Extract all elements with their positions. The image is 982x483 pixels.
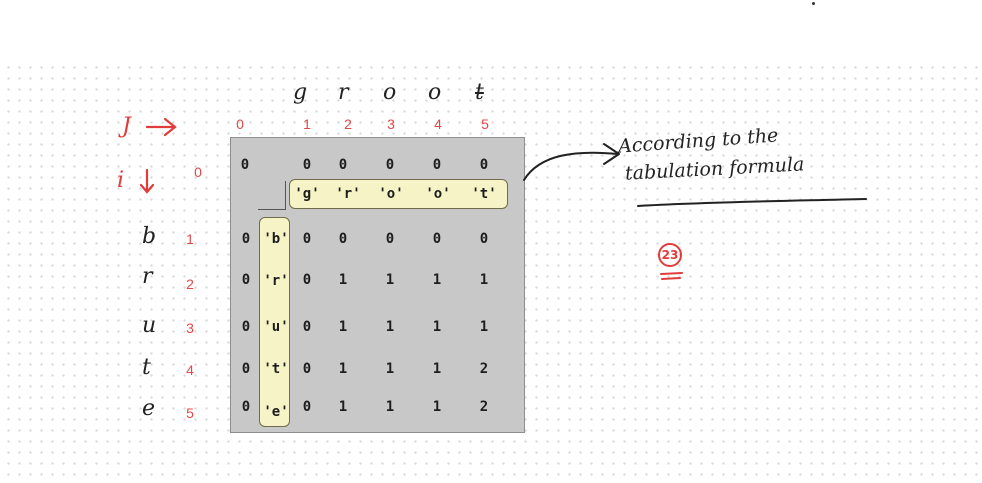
table-cell: 0 <box>385 157 395 173</box>
row-char: 'u' <box>263 319 289 335</box>
table-cell: 0 <box>385 231 395 247</box>
string-a-letter: r <box>338 80 349 105</box>
table-cell: 0 <box>302 319 312 335</box>
column-index: 0 <box>236 116 244 132</box>
table-cell: 0 <box>432 231 442 247</box>
row-char: 'e' <box>263 404 289 420</box>
row-chars-highlight <box>259 217 290 427</box>
column-char: 'r' <box>335 186 361 202</box>
string-a-letter: t <box>475 80 484 105</box>
column-index: 5 <box>481 116 489 132</box>
column-index: 2 <box>344 116 352 132</box>
column-char: 'g' <box>294 186 320 202</box>
table-cell: 0 <box>241 399 251 415</box>
column-char: 'o' <box>425 186 451 202</box>
table-cell: 0 <box>302 361 312 377</box>
table-cell: 0 <box>241 231 251 247</box>
row-char: 't' <box>263 361 289 377</box>
table-cell: 1 <box>385 361 395 377</box>
string-a-letter: o <box>428 80 442 105</box>
string-b-letter: b <box>142 224 157 249</box>
string-a-letter: g <box>293 80 308 105</box>
stray-dot <box>812 2 815 5</box>
string-a-letter: o <box>383 80 397 105</box>
table-cell: 0 <box>302 157 312 173</box>
row-index: 2 <box>186 276 194 292</box>
string-b-letter: r <box>142 264 153 289</box>
table-cell: 0 <box>432 157 442 173</box>
row-index: 3 <box>186 320 194 336</box>
table-cell: 1 <box>432 399 442 415</box>
table-cell: 1 <box>385 399 395 415</box>
table-corner-bracket <box>258 181 286 210</box>
table-cell: 0 <box>479 157 489 173</box>
row-index: 1 <box>186 231 194 247</box>
table-cell: 1 <box>432 319 442 335</box>
table-cell: 0 <box>302 231 312 247</box>
string-b-letter: u <box>142 313 157 338</box>
table-cell: 1 <box>432 272 442 288</box>
table-cell: 0 <box>338 231 348 247</box>
table-cell: 1 <box>338 361 348 377</box>
string-b-letter: t <box>142 355 151 380</box>
row-index: 0 <box>194 164 202 180</box>
table-cell: 0 <box>241 272 251 288</box>
column-index: 1 <box>303 116 311 132</box>
curved-arrow-icon <box>523 143 620 181</box>
table-cell: 0 <box>241 361 251 377</box>
column-char: 'o' <box>378 186 404 202</box>
string-b-letter: e <box>142 396 156 421</box>
table-cell: 1 <box>338 399 348 415</box>
table-cell: 1 <box>338 319 348 335</box>
table-cell: 0 <box>240 157 250 173</box>
table-cell: 2 <box>479 399 489 415</box>
table-cell: 0 <box>302 272 312 288</box>
row-index: 4 <box>186 362 194 378</box>
table-cell: 1 <box>385 319 395 335</box>
column-chars-highlight <box>289 179 508 209</box>
table-cell: 0 <box>241 319 251 335</box>
note-underline <box>637 198 867 207</box>
table-cell: 1 <box>432 361 442 377</box>
column-char: 't' <box>471 186 497 202</box>
table-cell: 1 <box>338 272 348 288</box>
row-char: 'b' <box>263 231 289 247</box>
table-cell: 1 <box>479 319 489 335</box>
column-index: 3 <box>387 116 395 132</box>
row-index: 5 <box>186 405 194 421</box>
row-char: 'r' <box>263 273 289 289</box>
i-arrow-icon <box>139 168 155 194</box>
table-cell: 0 <box>302 399 312 415</box>
table-cell: 1 <box>385 272 395 288</box>
table-cell: 0 <box>338 157 348 173</box>
circled-number-marker: 23 <box>656 240 696 280</box>
column-index: 4 <box>434 116 442 132</box>
table-cell: 1 <box>479 272 489 288</box>
circled-number: 23 <box>661 248 679 262</box>
table-cell: 2 <box>479 361 489 377</box>
circle-underline-icon <box>658 243 683 280</box>
table-cell: 0 <box>479 231 489 247</box>
j-label: J <box>122 114 131 139</box>
i-label: i <box>117 168 125 193</box>
j-arrow-icon <box>145 117 177 137</box>
